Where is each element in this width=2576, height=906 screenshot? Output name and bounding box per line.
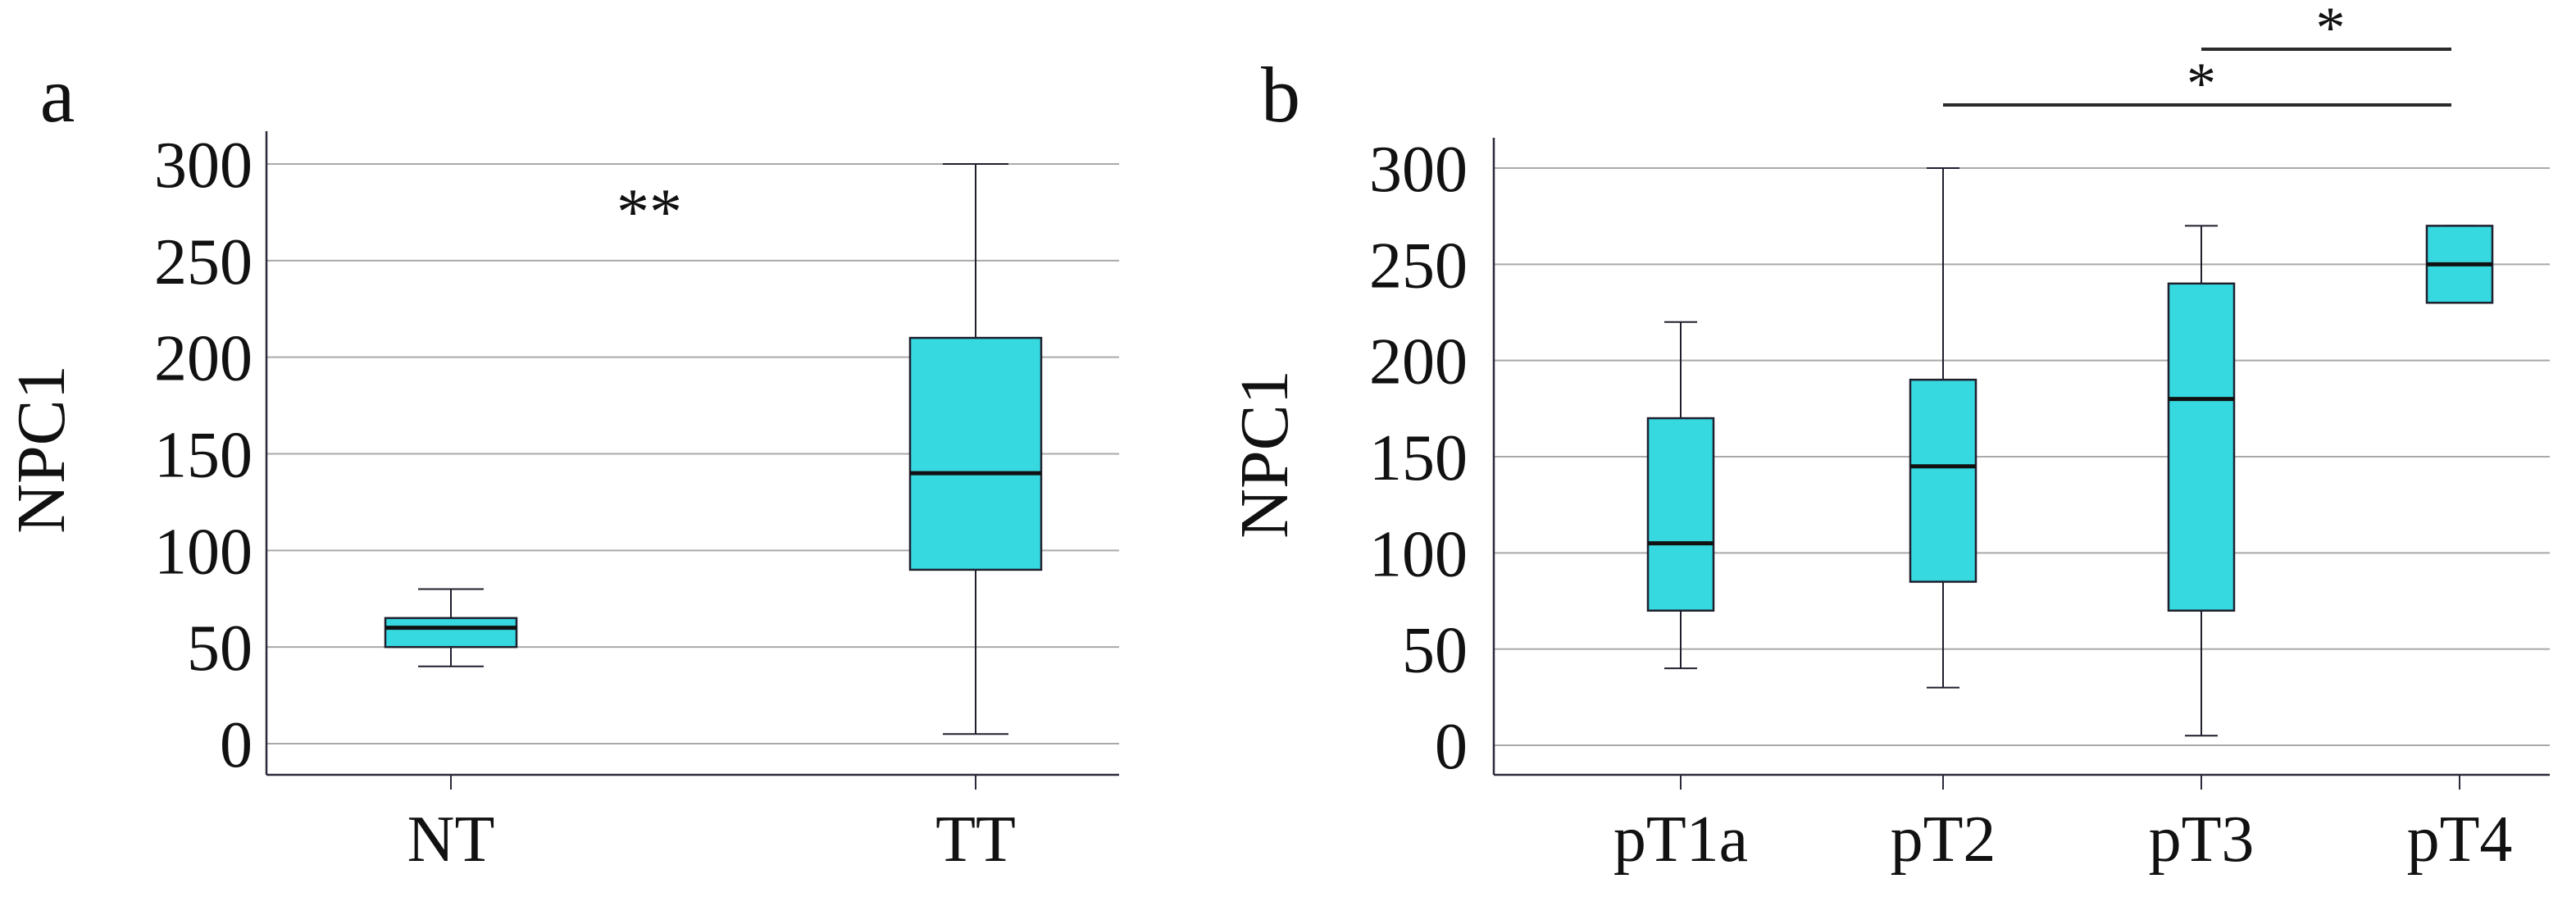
y-tick-label-50: 50 <box>187 612 253 685</box>
x-tick-label-pT2: pT2 <box>1891 804 1996 876</box>
panel-a-label: a <box>40 51 75 139</box>
box-pT1a <box>1646 321 1715 670</box>
x-tick-label-TT: TT <box>935 804 1016 876</box>
panel-b-x-tick-labels: pT1a pT2 pT3 pT4 <box>1613 775 2513 876</box>
y-tick-label-200: 200 <box>1369 326 1468 398</box>
iqr-box-pT2 <box>1909 378 1978 583</box>
panel-a-chart: a NPC1 0 50 100 150 200 250 300 NT TT ** <box>3 51 1119 876</box>
y-tick-label-150: 150 <box>154 420 253 492</box>
y-tick-label-0: 0 <box>1435 711 1468 783</box>
panel-a-axes <box>265 131 1119 776</box>
y-tick-label-200: 200 <box>154 323 253 395</box>
panel-b-significance-bars: ** <box>1943 0 2451 116</box>
y-tick-label-50: 50 <box>1402 615 1468 687</box>
significance-star-pT3-pT4: * <box>2316 0 2346 61</box>
y-tick-label-0: 0 <box>220 709 253 781</box>
panel-b-label: b <box>1261 51 1300 139</box>
panel-a-ylabel: NPC1 <box>3 365 80 533</box>
x-tick-label-pT3: pT3 <box>2149 804 2255 876</box>
panel-a-annotations: ** <box>617 176 682 248</box>
y-tick-label-100: 100 <box>154 516 253 588</box>
y-tick-label-250: 250 <box>154 226 253 298</box>
x-tick-label-NT: NT <box>407 804 495 876</box>
y-tick-label-100: 100 <box>1369 518 1468 590</box>
iqr-box-TT <box>908 336 1043 571</box>
iqr-box-NT <box>384 617 518 649</box>
iqr-box-pT1a <box>1646 417 1715 612</box>
box-TT <box>908 163 1043 735</box>
panel-a-boxes <box>384 163 1043 735</box>
panel-b-axes <box>1492 138 2550 776</box>
y-tick-label-250: 250 <box>1369 230 1468 302</box>
significance-annotation: ** <box>617 176 682 248</box>
y-tick-label-150: 150 <box>1369 422 1468 494</box>
box-NT <box>384 588 518 667</box>
panel-a-x-tick-labels: NT TT <box>407 775 1016 876</box>
iqr-box-pT3 <box>2167 282 2236 612</box>
x-tick-label-pT1a: pT1a <box>1613 804 1748 876</box>
y-tick-label-300: 300 <box>154 130 253 202</box>
box-pT3 <box>2167 225 2236 737</box>
box-pT2 <box>1909 167 1978 689</box>
panel-b-y-tick-labels: 0 50 100 150 200 250 300 <box>1369 134 1468 783</box>
panel-b-ylabel: NPC1 <box>1227 370 1303 538</box>
x-tick-label-pT4: pT4 <box>2407 804 2513 876</box>
y-tick-label-300: 300 <box>1369 134 1468 206</box>
box-pT4 <box>2425 225 2494 304</box>
panel-a-y-tick-labels: 0 50 100 150 200 250 300 <box>154 130 253 781</box>
significance-star-pT2-pT4: * <box>2187 51 2216 116</box>
panel-b-boxes <box>1646 167 2494 737</box>
